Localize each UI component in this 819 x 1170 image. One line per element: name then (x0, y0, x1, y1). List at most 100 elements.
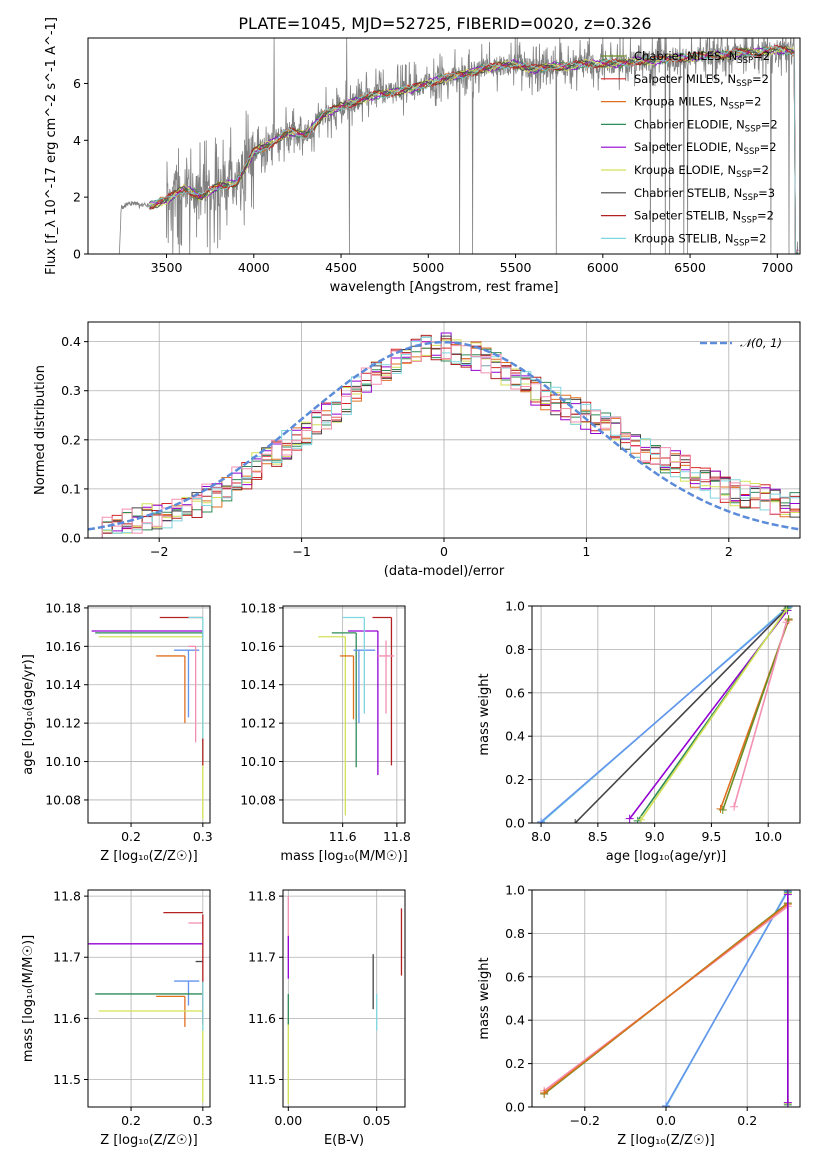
residuals-xtick-label: −1 (292, 544, 310, 559)
age-vs-Z-ytick-label: 10.18 (45, 600, 81, 615)
mass-vs-Z-ylabel: mass [log₁₀(M/M☉)] (21, 935, 36, 1062)
massweight-vs-age-series-line (540, 606, 790, 823)
legend-label: Chabrier STELIB, N (634, 186, 742, 200)
residuals-ylabel: Normed distribution (33, 365, 48, 495)
age-vs-Z-ytick-label: 10.14 (45, 677, 81, 692)
residual-histograms (88, 332, 800, 538)
age-vs-mass-ytick-label: 10.08 (240, 792, 276, 807)
legend-entry: Salpeter ELODIE, NSSP=2 (634, 140, 777, 157)
legend-sub: SSP (745, 124, 761, 134)
spectrum-model-line (148, 45, 796, 254)
age-vs-mass-frame (282, 605, 406, 824)
normal-curve (88, 340, 800, 531)
massweight-vs-Z-ytick-label: 0.4 (505, 1013, 525, 1028)
massweight-vs-age-ytick-label: 0.4 (505, 729, 525, 744)
mass-vs-Z-xtick-label: 0.3 (193, 1113, 213, 1128)
spectrum-ytick-label: 4 (73, 133, 81, 148)
legend-label: Chabrier ELODIE, N (634, 117, 745, 131)
residuals-xtick-label: 2 (725, 544, 733, 559)
spectrum-axes: 3500 4000 4500 5000 5500 6000 6500 7000 0 2 4 6 wave… (44, 17, 793, 295)
mass-vs-EBV-ytick-label: 11.7 (248, 950, 276, 965)
massweight-vs-age-marker (633, 816, 642, 823)
legend-suffix: =2 (752, 72, 769, 86)
mass-vs-EBV-ytick-label: 11.6 (248, 1011, 276, 1026)
legend-entry: Salpeter STELIB, NSSP=2 (634, 209, 774, 226)
mass-vs-Z-points (88, 911, 204, 1103)
massweight-vs-age-series-line (733, 622, 788, 807)
legend-suffix: =2 (753, 49, 770, 63)
massweight-vs-Z-marker (783, 890, 792, 899)
massweight-vs-Z-ytick-label: 0.8 (505, 926, 525, 941)
residuals-ytick-label: 0.2 (61, 432, 81, 447)
legend-suffix: =2 (752, 163, 769, 177)
residual-histogram-series (101, 341, 800, 538)
mass-vs-Z-axes: 0.2 0.3 11.5 11.6 11.7 11.8 Z [log₁₀(Z/Z☉)] mas… (21, 889, 213, 1148)
spectrum-observed-line (119, 38, 799, 254)
mass-vs-EBV-axes: 0.00 0.05 11.5 11.6 11.7 11.8 E(B-V) (248, 889, 405, 1148)
residuals-xlabel: (data-model)/error (384, 564, 505, 579)
legend-suffix: =2 (757, 209, 774, 223)
massweight-vs-Z-ytick-label: 1.0 (505, 883, 525, 898)
massweight-vs-Z-ylabel: mass weight (477, 957, 492, 1039)
chart-panels: 3500 4000 4500 5000 5500 6000 6500 7000 0 2 4 6 wave… (21, 17, 801, 1148)
age-vs-mass-axes: 11.6 11.8 10.08 10.10 10.12 10.14 10.16 10.18 ma… (240, 600, 411, 864)
legend-sub: SSP (736, 170, 752, 180)
residual-histogram-series (101, 334, 800, 538)
spectrum-model-line (148, 44, 796, 254)
legend-suffix: =2 (760, 140, 777, 154)
age-vs-mass-ytick-label: 10.16 (240, 639, 276, 654)
massweight-vs-age-frame (531, 605, 801, 824)
massweight-vs-age-marker (537, 817, 546, 823)
massweight-vs-age-xtick-label: 8.5 (588, 829, 608, 844)
massweight-vs-Z-ytick-label: 0.0 (505, 1100, 525, 1115)
massweight-vs-Z-frame (531, 889, 801, 1108)
legend-entry: Kroupa MILES, NSSP=2 (634, 95, 761, 112)
legend-entry: 𝒩(0, 1) (740, 336, 782, 350)
spectrum-model-line (148, 45, 796, 254)
massweight-vs-age-ylabel: mass weight (477, 673, 492, 755)
residuals-ytick-label: 0.0 (61, 531, 81, 546)
legend-label: Salpeter MILES, N (634, 72, 736, 86)
legend-sub: SSP (734, 238, 750, 248)
age-vs-mass-points (318, 616, 395, 816)
massweight-vs-Z-series-line (543, 903, 789, 1094)
age-vs-mass-xtick-label: 11.6 (329, 829, 357, 844)
massweight-vs-age-series-line (574, 609, 786, 823)
age-vs-Z-ylabel: age [log₁₀(age/yr)] (21, 654, 36, 775)
age-vs-Z-xtick-label: 0.3 (193, 829, 213, 844)
massweight-vs-age-marker (782, 606, 791, 614)
massweight-vs-age-xtick-label: 8.0 (531, 829, 551, 844)
spectrum-model-line (148, 46, 799, 253)
spectrum-ytick-label: 0 (73, 247, 81, 262)
mass-vs-EBV-ytick-label: 11.5 (248, 1072, 276, 1087)
age-vs-mass-ytick-label: 10.18 (240, 600, 276, 615)
massweight-vs-age-marker (718, 805, 727, 814)
massweight-vs-Z-xtick-label: 0.0 (656, 1113, 676, 1128)
spectrum-model-line (148, 46, 799, 254)
age-vs-Z-xlabel: Z [log₁₀(Z/Z☉)] (100, 849, 197, 864)
legend-suffix: =2 (749, 231, 766, 245)
age-vs-mass-xtick-label: 11.8 (383, 829, 411, 844)
spectrum-xtick-label: 5000 (412, 260, 444, 275)
massweight-vs-Z-xtick-label: −0.2 (570, 1113, 600, 1128)
massweight-vs-age-marker (625, 814, 634, 823)
legend-label: Kroupa ELODIE, N (634, 163, 736, 177)
legend-sub: SSP (736, 79, 752, 89)
legend-sub: SSP (737, 56, 753, 66)
residuals-xtick-label: −2 (150, 544, 168, 559)
age-vs-Z-ytick-label: 10.08 (45, 792, 81, 807)
legend-sub: SSP (742, 193, 758, 203)
spectrum-xtick-label: 3500 (151, 260, 183, 275)
residual-histogram-series (101, 336, 800, 538)
residuals-ytick-label: 0.1 (61, 481, 81, 496)
massweight-vs-age-ytick-label: 0.2 (505, 772, 525, 787)
spectrum-xtick-label: 6000 (587, 260, 619, 275)
massweight-vs-age-ytick-label: 0.0 (505, 816, 525, 831)
mass-vs-Z-ytick-label: 11.6 (53, 1011, 81, 1026)
legend-suffix: =3 (758, 186, 775, 200)
massweight-vs-age-lines (537, 606, 793, 823)
residual-histogram-series (101, 347, 800, 538)
age-vs-mass-ytick-label: 10.14 (240, 677, 276, 692)
legend-sub: SSP (729, 102, 745, 112)
